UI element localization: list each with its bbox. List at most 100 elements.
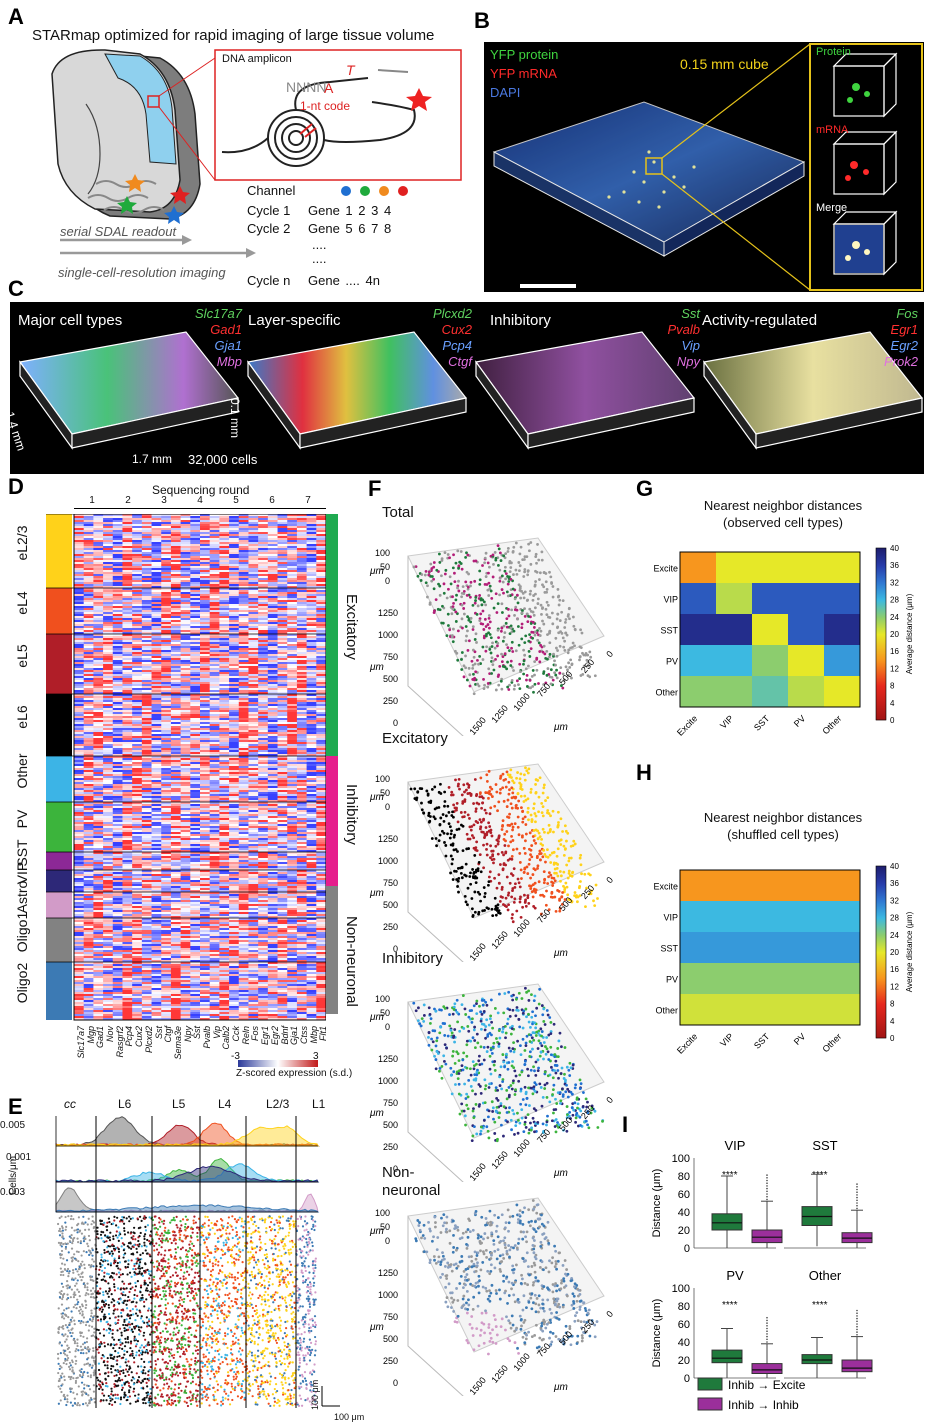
f-point [538, 627, 541, 630]
i-box [801, 1354, 833, 1365]
f-point [476, 1251, 480, 1255]
layer-label: cc [64, 1097, 76, 1111]
f-point [549, 575, 553, 579]
f-point [476, 1304, 480, 1308]
cell-type-labels: eL2/3 eL4 eL5 eL6 Other PV SST VIP Astro Oligo1 Ol… [0, 514, 44, 1024]
f-point [457, 1092, 461, 1096]
f-point [531, 835, 535, 838]
heatmap-col-label: VIP [718, 713, 735, 730]
heatmap-cell [824, 994, 861, 1026]
f-point [432, 577, 435, 581]
heatmap-cell [788, 901, 825, 933]
f-point [454, 1083, 457, 1086]
f-point [498, 1254, 502, 1258]
f-point [559, 630, 562, 634]
f-point [429, 801, 433, 804]
f-point [525, 1333, 529, 1337]
f-point [485, 1255, 488, 1259]
f-point [549, 814, 552, 818]
f-point [537, 880, 541, 884]
f-point [554, 861, 558, 865]
gene-label: Pcp4 [124, 1026, 135, 1047]
f-point [549, 1020, 553, 1024]
f-point [502, 1134, 505, 1138]
f-point [542, 1285, 546, 1288]
f-point [475, 1062, 478, 1066]
f-point [529, 853, 532, 857]
f-point [530, 1126, 534, 1130]
f-point [490, 656, 494, 660]
f-point [473, 601, 477, 605]
f-point [542, 1224, 546, 1228]
f-point [568, 1324, 572, 1328]
f-point [434, 1009, 438, 1013]
i-box [841, 1359, 873, 1373]
f-point [522, 659, 526, 663]
f-point [465, 1273, 469, 1276]
f-point [486, 1045, 490, 1049]
f-point [507, 844, 510, 848]
f-point [531, 1243, 535, 1247]
f-point [475, 1012, 479, 1015]
f-point [506, 646, 510, 650]
f-point [516, 1039, 519, 1043]
f-point [496, 1011, 500, 1015]
f-point [487, 796, 490, 800]
f-point [480, 830, 484, 834]
f-point [533, 583, 537, 587]
f-point [531, 598, 535, 602]
f-point [485, 1289, 489, 1293]
f-point [482, 1009, 486, 1013]
f-point [467, 783, 471, 787]
f-point [502, 591, 505, 595]
f-point [441, 604, 444, 608]
f-point [509, 624, 513, 628]
f-point [412, 1001, 416, 1005]
f-point [558, 897, 562, 901]
f-point [479, 1235, 483, 1239]
f-point [543, 852, 547, 856]
f-point [537, 1039, 541, 1043]
f-point [509, 626, 513, 630]
f-point [573, 1285, 576, 1289]
f-point [532, 1281, 536, 1284]
f-point [529, 541, 533, 544]
f-point [465, 593, 469, 597]
f-point [578, 645, 582, 649]
f-point [506, 823, 510, 827]
f-point [554, 1249, 558, 1253]
f-point [472, 872, 476, 875]
f-point [466, 1107, 470, 1111]
f-point [546, 809, 550, 812]
f-point [543, 652, 547, 656]
f-point [451, 878, 455, 881]
f-point [424, 570, 428, 573]
f-point [552, 850, 556, 854]
f-point [534, 555, 538, 559]
f-unit: μm [553, 948, 568, 959]
f-point [474, 868, 478, 872]
f-point [579, 1082, 583, 1086]
heatmap-row-label: SST [660, 626, 678, 636]
class-labels: Excitatory Inhibitory Non-neuronal [326, 514, 362, 1024]
f-point [528, 633, 531, 637]
f-point [452, 1298, 456, 1302]
f-point [478, 619, 482, 623]
cbar-min-label: -3 [231, 1051, 240, 1062]
round-label: 3 [146, 495, 182, 509]
f-point [507, 903, 510, 907]
f-point [525, 673, 529, 677]
f-point [491, 553, 495, 557]
heatmap-cell [716, 870, 753, 902]
f-point [545, 1096, 549, 1099]
f-point [536, 837, 540, 840]
f-point [530, 1307, 534, 1311]
f-point [492, 861, 495, 865]
f-point [510, 895, 514, 899]
f-point [495, 1257, 499, 1261]
f-point [459, 550, 463, 553]
f-point [515, 1263, 518, 1267]
f-point [544, 860, 547, 864]
heatmap-cell [716, 552, 753, 584]
f-point [573, 1086, 577, 1090]
